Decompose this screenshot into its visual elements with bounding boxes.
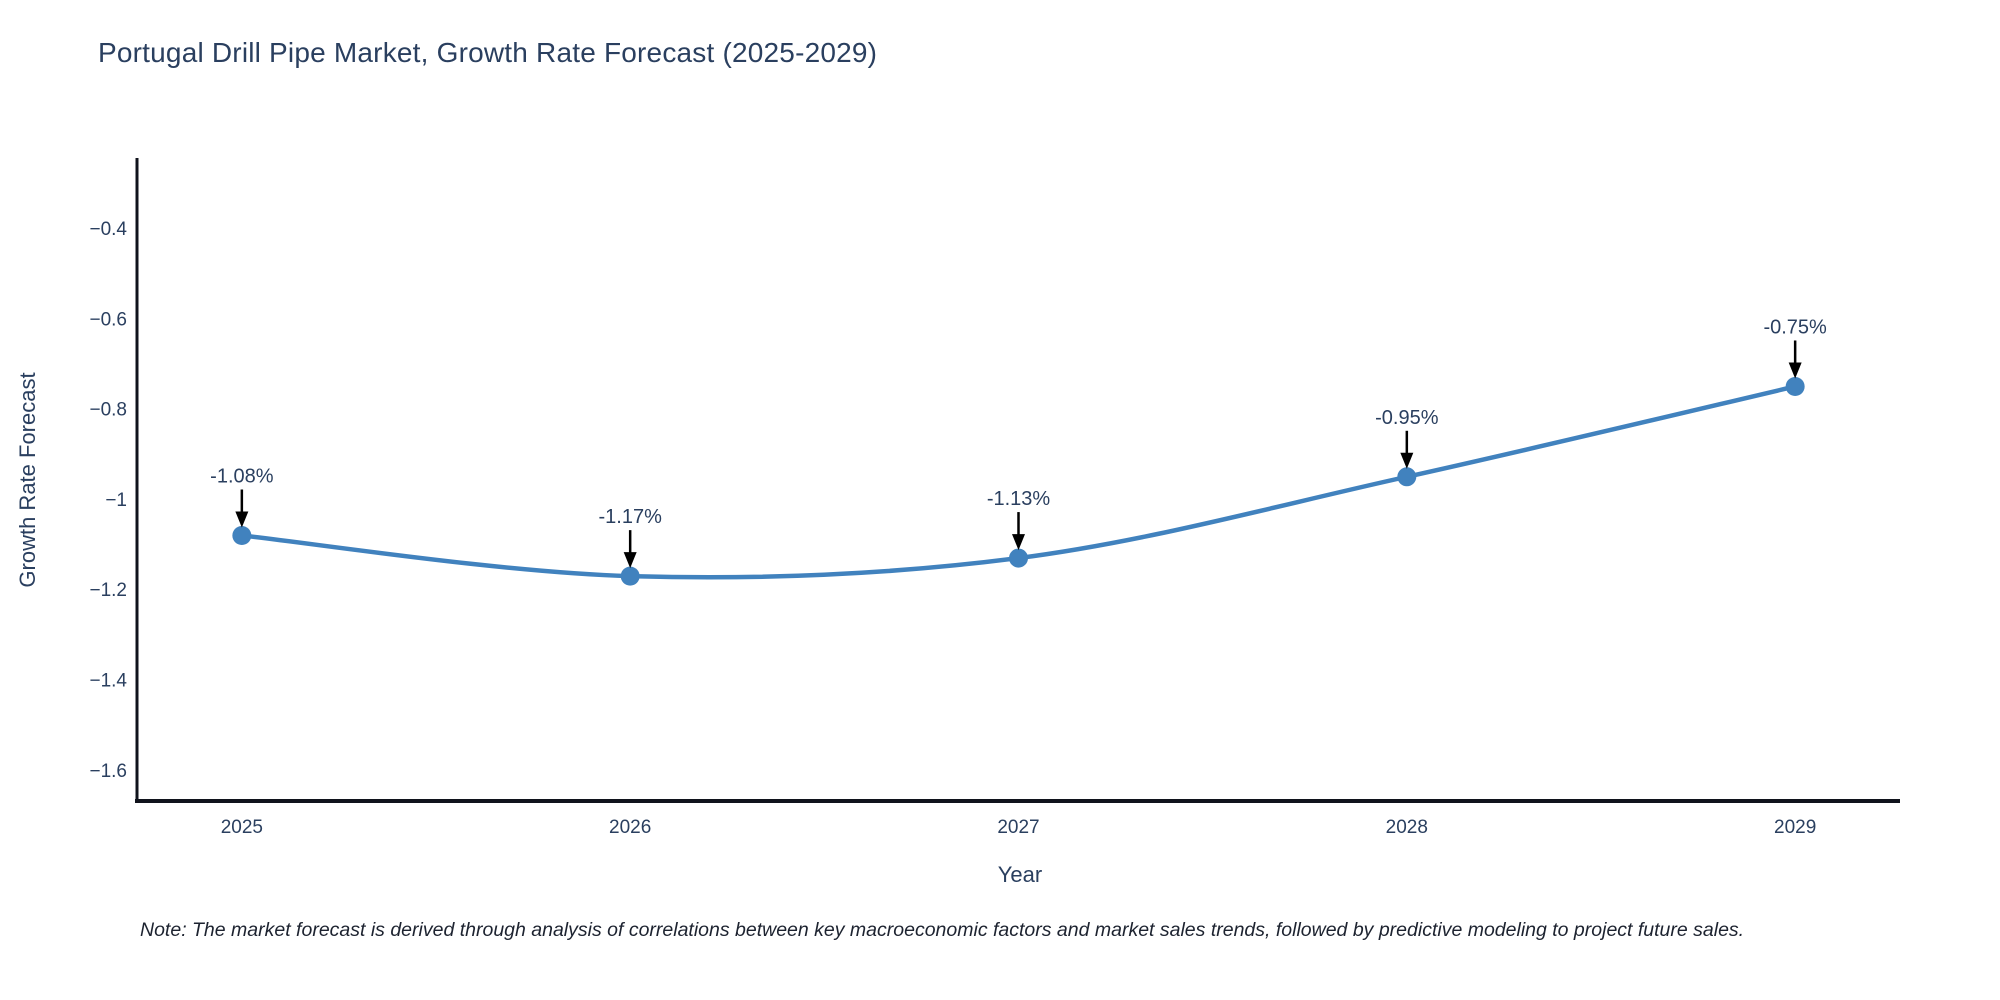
data-point-marker [1397, 467, 1417, 487]
y-tick-label: −1.2 [89, 580, 127, 601]
annotation-arrowhead-icon [1400, 452, 1414, 469]
x-tick-label: 2026 [609, 817, 651, 838]
annotation-arrowhead-icon [1788, 362, 1802, 379]
data-point-label: -0.95% [1375, 407, 1439, 429]
x-tick-label: 2028 [1386, 817, 1428, 838]
annotation-arrowhead-icon [1012, 534, 1025, 551]
y-tick-label: −0.4 [89, 219, 127, 240]
data-point-marker [620, 566, 640, 586]
y-tick-label: −1.6 [89, 761, 127, 782]
data-point-marker [1785, 376, 1805, 396]
data-point-marker [232, 525, 252, 545]
data-point-label: -1.17% [598, 506, 662, 528]
x-axis-title: Year [997, 862, 1043, 887]
annotation-arrowhead-icon [623, 552, 637, 569]
data-point-label: -0.75% [1763, 316, 1827, 338]
data-point-label: -1.08% [210, 465, 274, 487]
annotation-arrowhead-icon [235, 511, 249, 528]
y-axis-title: Growth Rate Forecast [15, 372, 40, 588]
footnote: Note: The market forecast is derived thr… [140, 919, 1745, 941]
x-tick-label: 2025 [221, 817, 263, 838]
x-tick-label: 2029 [1774, 817, 1816, 838]
y-tick-label: −1.4 [89, 670, 127, 691]
data-point-label: -1.13% [987, 488, 1051, 510]
y-tick-label: −1 [105, 490, 127, 511]
data-point-marker [1009, 548, 1028, 568]
y-tick-label: −0.6 [89, 309, 127, 330]
y-tick-label: −0.8 [89, 400, 127, 421]
chart-title: Portugal Drill Pipe Market, Growth Rate … [98, 37, 878, 68]
x-tick-label: 2027 [997, 817, 1039, 838]
